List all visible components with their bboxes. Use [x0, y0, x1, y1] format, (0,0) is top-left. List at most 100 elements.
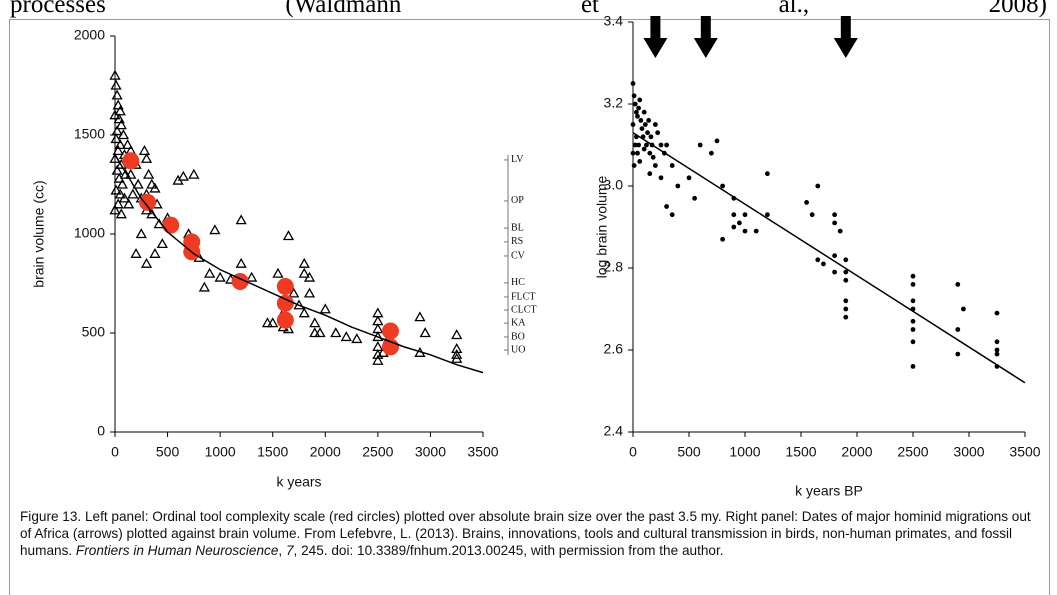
- triangle-point: [114, 105, 126, 116]
- dot-point: [636, 142, 641, 148]
- triangle-point: [112, 198, 124, 209]
- ordinal-label: UO: [511, 344, 525, 355]
- x-tick-label: 2000: [310, 444, 341, 460]
- dot-point: [994, 351, 1000, 357]
- caption-text: Frontiers in Human Neuroscience: [75, 543, 279, 558]
- y-tick-label: 2.4: [604, 423, 624, 439]
- triangle-point: [122, 139, 134, 150]
- triangle-point: [135, 228, 147, 239]
- dot-point: [720, 236, 725, 242]
- triangle-point: [117, 129, 130, 140]
- x-tick-label: 500: [677, 444, 701, 460]
- x-axis-label: k years: [276, 474, 321, 490]
- triangle-point: [261, 317, 274, 328]
- triangle-point: [132, 178, 144, 189]
- dot-point: [994, 339, 1000, 345]
- ordinal-label: BO: [511, 331, 525, 342]
- triangle-point: [143, 168, 155, 179]
- dot-point: [765, 171, 770, 177]
- dot-point: [633, 109, 639, 115]
- x-axis-label: k years BP: [795, 483, 863, 499]
- y-tick-label: 3.2: [604, 95, 624, 111]
- y-tick-label: 2000: [74, 27, 105, 43]
- dot-point: [658, 142, 664, 148]
- triangle-point: [235, 257, 247, 268]
- triangle-point: [209, 224, 221, 235]
- dot-point: [832, 269, 837, 275]
- x-tick-label: 1500: [257, 444, 288, 460]
- dot-point: [843, 269, 849, 275]
- x-tick-label: 500: [156, 444, 180, 460]
- ordinal-label: OP: [511, 195, 524, 206]
- x-tick-label: 2500: [362, 444, 393, 460]
- triangle-point: [298, 307, 310, 318]
- dot-point: [637, 159, 643, 164]
- dot-point: [955, 282, 961, 287]
- triangle-point: [303, 287, 316, 298]
- caption-text: Figure 13. Left panel: Ordinal tool comp…: [20, 509, 1031, 558]
- caption: Figure 13. Left panel: Ordinal tool comp…: [20, 508, 1035, 559]
- ordinal-label: LV: [511, 154, 524, 165]
- dot-point: [630, 150, 636, 156]
- triangle-point: [235, 214, 247, 225]
- triangle-point: [115, 119, 127, 130]
- dot-point: [655, 130, 661, 136]
- dot-point: [832, 253, 837, 259]
- dot-point: [832, 220, 837, 226]
- triangle-point: [111, 89, 123, 100]
- dot-point: [686, 175, 692, 181]
- x-tick-label: 3000: [953, 444, 984, 460]
- triangle-point: [113, 113, 125, 124]
- dot-point: [632, 101, 638, 107]
- triangle-point: [282, 230, 295, 241]
- triangle-point: [140, 257, 153, 268]
- triangle-point: [351, 333, 363, 344]
- header-word: al.,: [778, 0, 810, 18]
- dot-point: [669, 212, 675, 218]
- ordinal-label: BL: [511, 222, 524, 233]
- triangle-point: [149, 182, 161, 193]
- y-tick-label: 2.6: [604, 341, 624, 357]
- header-word: et: [580, 0, 599, 18]
- x-tick-label: 2500: [897, 444, 928, 460]
- dot-point: [843, 257, 849, 263]
- triangle-point: [114, 139, 126, 150]
- dot-point: [709, 150, 714, 156]
- triangle-point: [138, 145, 151, 155]
- triangle-point: [110, 79, 122, 90]
- triangle-point: [214, 271, 226, 282]
- dot-point: [955, 351, 961, 357]
- triangle-point: [109, 69, 121, 80]
- dot-point: [641, 109, 647, 115]
- figure: 0 500 1000 1500 2000 0 500 1000 1500 2000 2500 3000…: [31, 13, 1041, 499]
- y-tick-label: 3.4: [604, 13, 624, 29]
- triangle-point: [272, 267, 284, 278]
- dot-point: [994, 310, 1000, 316]
- y-tick-label: 500: [82, 324, 106, 340]
- y-axis-label: log brain volume: [594, 175, 610, 278]
- red-circle: [381, 338, 399, 356]
- dot-point: [910, 339, 916, 345]
- dot-point: [653, 122, 658, 127]
- header-word: 2008): [988, 0, 1047, 18]
- triangle-point: [125, 168, 137, 179]
- triangle-point: [119, 168, 132, 179]
- dot-point: [843, 306, 849, 312]
- x-tick-label: 3500: [1009, 444, 1040, 460]
- triangle-point: [112, 145, 124, 155]
- red-circle: [139, 193, 157, 211]
- y-tick-label: 0: [97, 423, 105, 439]
- triangle-point: [140, 152, 153, 163]
- triangle-point: [314, 327, 326, 338]
- fit-line: [114, 154, 484, 374]
- triangle-point: [130, 247, 142, 258]
- dot-point: [961, 306, 966, 312]
- dot-point: [658, 175, 664, 181]
- migration-arrow: [833, 16, 858, 58]
- red-circle: [276, 294, 294, 312]
- x-tick-label: 2000: [841, 444, 872, 460]
- header-word: processes: [10, 0, 106, 18]
- dot-point: [753, 228, 759, 234]
- red-circle: [122, 152, 140, 170]
